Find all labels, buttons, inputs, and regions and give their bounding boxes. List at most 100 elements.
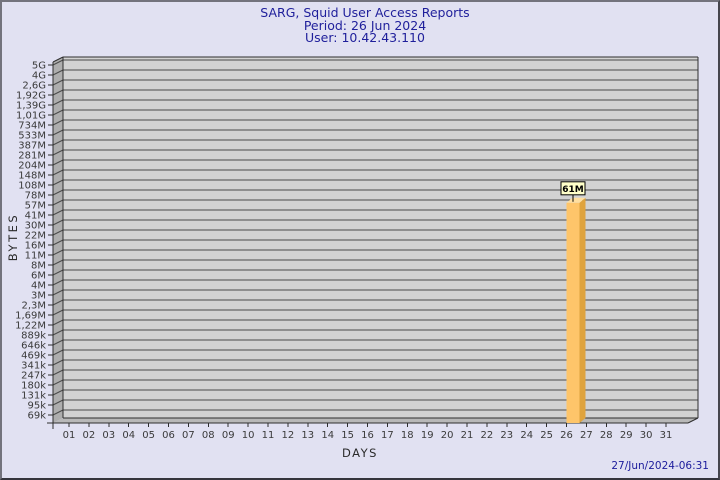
wall-slant-line: [52, 319, 64, 326]
x-axis-tick-label: 28: [600, 430, 613, 441]
y-axis-tick-label: 57M: [25, 201, 46, 212]
y-axis-tick-label: 11M: [25, 251, 46, 262]
x-axis-tick-label: 31: [660, 430, 673, 441]
x-axis-tick-label: 20: [441, 430, 454, 441]
x-axis-tick-label: 24: [520, 430, 533, 441]
wall-slant-line: [52, 129, 64, 136]
wall-slant-line: [52, 209, 64, 216]
y-axis-tick-label: 95k: [27, 401, 46, 412]
x-axis-tick-label: 10: [242, 430, 255, 441]
y-axis-tick-label: 3M: [31, 291, 46, 302]
wall-slant-line: [52, 159, 64, 166]
x-axis-tick-label: 13: [301, 430, 314, 441]
y-axis-tick-label: 1,92G: [16, 91, 46, 102]
y-axis-tick-label: 2,6G: [22, 81, 46, 92]
wall-slant-line: [52, 109, 64, 116]
y-axis-tick-label: 148M: [18, 171, 46, 182]
wall-slant-line: [52, 309, 64, 316]
wall-slant-line: [52, 349, 64, 356]
y-axis-tick-label: 4M: [31, 281, 46, 292]
wall-slant-line: [52, 179, 64, 186]
x-axis-tick-label: 19: [421, 430, 434, 441]
x-axis-tick-label: 26: [560, 430, 573, 441]
y-axis-tick-label: 69k: [27, 411, 46, 422]
y-axis-tick-label: 646k: [21, 341, 46, 352]
y-axis-tick-label: 2,3M: [21, 301, 46, 312]
wall-slant-line: [52, 69, 64, 76]
y-axis-tick-label: 22M: [25, 231, 46, 242]
wall-slant-line: [52, 329, 64, 336]
x-axis-title: DAYS: [342, 446, 378, 460]
floor: [53, 418, 698, 423]
chart-user: User: 10.42.43.110: [305, 30, 425, 45]
wall-slant-line: [52, 269, 64, 276]
y-axis-tick-label: 6M: [31, 271, 46, 282]
y-axis-tick-label: 204M: [18, 161, 46, 172]
wall-slant-line: [52, 239, 64, 246]
wall-slant-line: [52, 249, 64, 256]
x-axis-tick-label: 02: [83, 430, 96, 441]
x-axis-tick-label: 30: [640, 430, 653, 441]
wall-slant-line: [52, 139, 64, 146]
y-axis-tick-label: 247k: [21, 371, 46, 382]
wall-slant-line: [52, 339, 64, 346]
bar-top-face: [566, 197, 586, 203]
wall-slant-line: [52, 219, 64, 226]
y-axis-tick-label: 1,39G: [16, 101, 46, 112]
x-axis-tick-label: 18: [401, 430, 414, 441]
wall-slant-line: [52, 89, 64, 96]
wall-slant-line: [52, 169, 64, 176]
wall-slant-line: [52, 389, 64, 396]
plot-area: [63, 57, 698, 418]
y-axis-tick-label: 533M: [18, 131, 46, 142]
chart-period: Period: 26 Jun 2024: [303, 17, 427, 33]
x-axis-tick-label: 01: [63, 430, 76, 441]
x-axis-tick-label: 07: [182, 430, 195, 441]
x-axis-tick-label: 03: [102, 430, 115, 441]
wall-slant-line: [52, 289, 64, 296]
wall-slant-line: [52, 99, 64, 106]
wall-slant-line: [52, 279, 64, 286]
wall-slant-line: [52, 229, 64, 236]
bar-side-face: [579, 197, 586, 423]
y-axis-tick-label: 8M: [31, 261, 46, 272]
wall-slant-line: [52, 369, 64, 376]
wall-slant-line: [52, 119, 64, 126]
chart-title: SARG, Squid User Access Reports: [260, 5, 470, 20]
wall-slant-line: [52, 259, 64, 266]
wall-slant-line: [52, 299, 64, 306]
x-axis-tick-label: 25: [540, 430, 553, 441]
x-axis-tick-label: 23: [500, 430, 513, 441]
y-axis-tick-label: 469k: [21, 351, 46, 362]
y-axis-tick-label: 1,22M: [15, 321, 46, 332]
wall-slant-line: [52, 79, 64, 86]
wall-slant-line: [52, 189, 64, 196]
wall-slant-line: [52, 359, 64, 366]
x-axis-tick-label: 09: [222, 430, 235, 441]
y-axis-tick-label: 108M: [18, 181, 46, 192]
x-axis-tick-label: 27: [580, 430, 593, 441]
chart-header: SARG, Squid User Access Reports Period: …: [0, 5, 720, 45]
wall-slant-line: [52, 409, 64, 416]
x-axis-tick-label: 21: [461, 430, 474, 441]
y-axis-tick-label: 1,01G: [16, 111, 46, 122]
wall-slant-line: [52, 399, 64, 406]
x-axis-tick-label: 16: [361, 430, 374, 441]
y-axis-tick-label: 5G: [32, 61, 46, 72]
top-left-slant-edge: [52, 56, 64, 63]
x-axis-tick-label: 04: [122, 430, 135, 441]
y-axis-tick-label: 78M: [25, 191, 46, 202]
x-axis-tick-label: 11: [262, 430, 275, 441]
y-axis-tick-label: 41M: [25, 211, 46, 222]
bar-front-face-day-26: [566, 202, 580, 423]
x-axis-tick-label: 06: [162, 430, 175, 441]
left-wall: [53, 57, 63, 423]
wall-slant-line: [52, 379, 64, 386]
x-axis-tick-label: 12: [282, 430, 295, 441]
y-axis-tick-label: 30M: [25, 221, 46, 232]
x-axis-tick-label: 22: [481, 430, 494, 441]
y-axis-tick-label: 281M: [18, 151, 46, 162]
wall-slant-line: [52, 149, 64, 156]
